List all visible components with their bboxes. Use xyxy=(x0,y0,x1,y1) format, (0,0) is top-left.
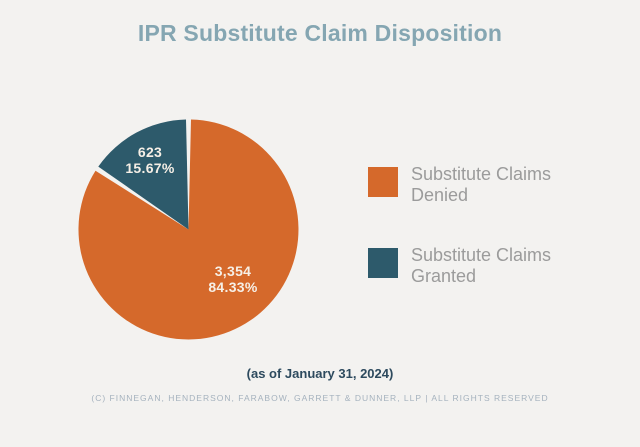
legend-label-denied: Substitute Claims Denied xyxy=(411,164,551,206)
slice-label-granted-pct: 15.67% xyxy=(125,160,175,176)
legend-label-granted-line2: Granted xyxy=(411,266,477,286)
legend-swatch-denied xyxy=(368,167,398,197)
legend-label-denied-line2: Denied xyxy=(411,185,469,205)
slice-label-denied-pct: 84.33% xyxy=(208,279,258,295)
as-of-date: (as of January 31, 2024) xyxy=(246,366,394,381)
legend-label-granted-line1: Substitute Claims xyxy=(411,245,552,265)
page-title: IPR Substitute Claim Disposition xyxy=(137,20,503,46)
legend-item-granted: Substitute Claims Granted xyxy=(368,245,551,287)
legend-swatch-granted xyxy=(368,248,398,278)
legend-item-denied: Substitute Claims Denied xyxy=(368,164,551,206)
slice-label-granted-value: 623 xyxy=(138,144,162,160)
legend-label-denied-line1: Substitute Claims xyxy=(411,164,552,184)
copyright-line: (C) FINNEGAN, HENDERSON, FARABOW, GARRET… xyxy=(91,393,549,403)
pie-slice-granted xyxy=(98,119,189,230)
slice-label-denied-value: 3,354 xyxy=(215,263,252,279)
pie-slice-denied xyxy=(78,119,299,340)
legend-label-granted: Substitute Claims Granted xyxy=(411,245,551,287)
